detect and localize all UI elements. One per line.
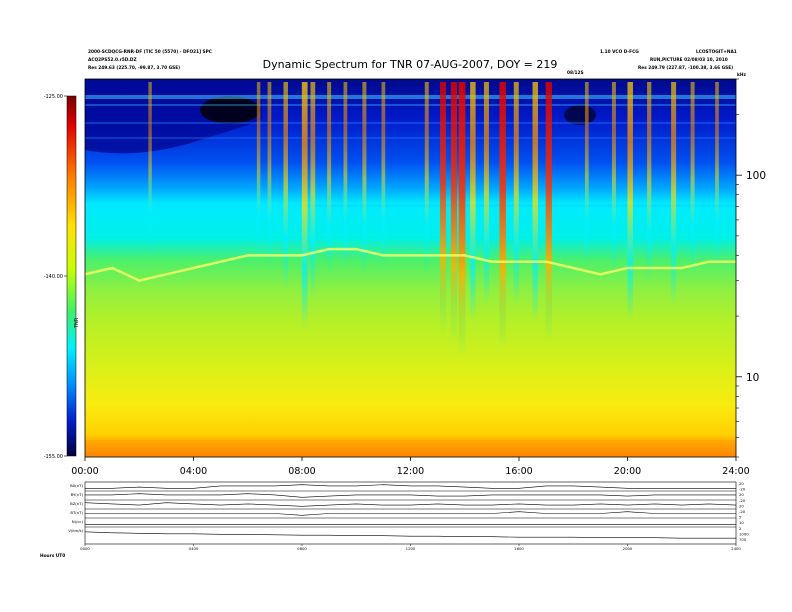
panel-x-label: 0400 [189, 546, 199, 551]
panel-right-tick: 1000 [739, 531, 749, 536]
y-tick-label: 100 [746, 170, 766, 182]
burst-mark [483, 82, 489, 306]
header-left-res: Res 249.63 (225.70, -99.87, 3.70 GSE) [88, 65, 180, 71]
burst-mark [424, 82, 429, 275]
panel-right-tick: 10 [739, 520, 744, 525]
burst-mark [343, 82, 348, 268]
panel-frame [84, 481, 737, 545]
burst-mark [450, 82, 458, 343]
x-tick-label: 04:00 [180, 466, 207, 477]
burst-mark [283, 82, 288, 290]
dark-patch [200, 96, 260, 124]
band-line [85, 122, 736, 124]
panel-x-label: 1600 [514, 546, 524, 551]
panel-label: BX(nT) [70, 483, 83, 488]
burst-mark [310, 82, 316, 298]
panel-series-line [84, 502, 737, 507]
x-tick-label: 16:00 [505, 466, 532, 477]
chart-title: Dynamic Spectrum for TNR 07-AUG-2007, DO… [263, 58, 558, 71]
panel-label: BY(nT) [71, 492, 84, 497]
panel-right-tick: -20 [739, 509, 746, 514]
burst-mark [671, 82, 677, 306]
solar-wind-panels: BX(nT)BY(nT)BZ(nT)BT(nT)N(/cc)V(km/s)20-… [68, 481, 749, 551]
bottom-band [85, 440, 736, 457]
header-right-line-3: RUN,PICTURE 02/08/03 10, 2010 [650, 57, 728, 63]
panel-right-tick: 20 [739, 481, 744, 486]
burst-mark [647, 82, 652, 283]
panel-x-label: 1200 [406, 546, 416, 551]
panel-series-line [85, 484, 736, 489]
colorbar-tick-label: -155.00 [44, 454, 63, 460]
colorbar-tick-label: -140.00 [44, 274, 63, 280]
burst-mark [690, 82, 695, 275]
burst-mark [301, 82, 308, 328]
panel-x-label: 0000 [80, 546, 90, 551]
panel-right-tick: 5 [739, 515, 742, 520]
burst-mark [327, 82, 332, 275]
panel-right-tick: 20 [739, 503, 744, 508]
panel-x-label: 2400 [731, 546, 741, 551]
panel-right-tick: 700 [739, 537, 747, 542]
y-axis-right: 100 10 [736, 78, 766, 458]
header-right-line-1: 1.10 VCO D-FCG [600, 49, 639, 55]
burst-mark [440, 82, 447, 336]
header-center-small: 08/12S [567, 70, 584, 76]
burst-mark [715, 82, 719, 268]
panel-label: V(km/s) [68, 528, 83, 533]
burst-mark [532, 82, 539, 321]
colorbar-ticks: -125.00 -140.00 -155.00 [44, 94, 67, 460]
x-tick-label: 24:00 [722, 466, 749, 477]
panel-label: N(/cc) [72, 519, 84, 524]
noise-floor-line [85, 247, 736, 282]
burst-mark [513, 82, 519, 306]
burst-mark [267, 82, 272, 268]
burst-mark [148, 82, 152, 257]
header-left-line-1: 2000-SCDQCG-RNR-DF (TIC 50 (5570) - DFO2… [88, 49, 212, 55]
burst-mark [470, 82, 476, 321]
panel-right-tick: -20 [739, 487, 746, 492]
x-axis: 00:00 04:00 08:00 12:00 16:00 20:00 24:00 [71, 457, 750, 477]
panel-x-label: 2000 [623, 546, 633, 551]
colorbar-tick-label: -125.00 [44, 94, 63, 100]
x-tick-label: 00:00 [71, 466, 98, 477]
burst-mark [627, 82, 633, 321]
panel-series-line [85, 493, 736, 498]
x-tick-label: 08:00 [288, 466, 315, 477]
panel-right-tick: 20 [739, 492, 744, 497]
header-right-res: Res 249.79 (227.87, -100.38, 3.66 GSE) [638, 65, 733, 71]
burst-mark [611, 82, 616, 275]
y-tick-label: 10 [746, 372, 759, 384]
x-tick-label: 20:00 [614, 466, 641, 477]
burst-mark [362, 82, 367, 275]
panel-series-line [85, 511, 736, 516]
panel-series-line [84, 531, 736, 539]
panel-right-tick: 2 [739, 526, 742, 531]
burst-mark [499, 82, 506, 351]
band-line [85, 104, 736, 106]
panel-label: BZ(nT) [70, 501, 83, 506]
panel-label: BT(nT) [70, 510, 83, 515]
band-line [85, 95, 736, 99]
burst-mark [584, 82, 589, 268]
band-line [85, 137, 736, 139]
burst-mark [256, 82, 261, 260]
header-right-line-2: LCOSTOGIT+NA1 [696, 49, 737, 55]
unit-label-khz: kHz [737, 72, 746, 78]
radio-bursts [148, 82, 719, 358]
panel-right-tick: -20 [739, 498, 746, 503]
x-tick-label: 12:00 [397, 466, 424, 477]
colorbar-label: TNR [74, 317, 80, 329]
burst-mark [545, 82, 552, 343]
colorbar [66, 95, 77, 457]
burst-mark [381, 82, 386, 268]
bottom-left-label: Hours UT0 [40, 553, 65, 559]
header-left-line-2: ACQ2PS52.0.r5D.DZ [88, 57, 137, 63]
burst-mark [458, 82, 466, 358]
panel-x-label: 0800 [297, 546, 307, 551]
